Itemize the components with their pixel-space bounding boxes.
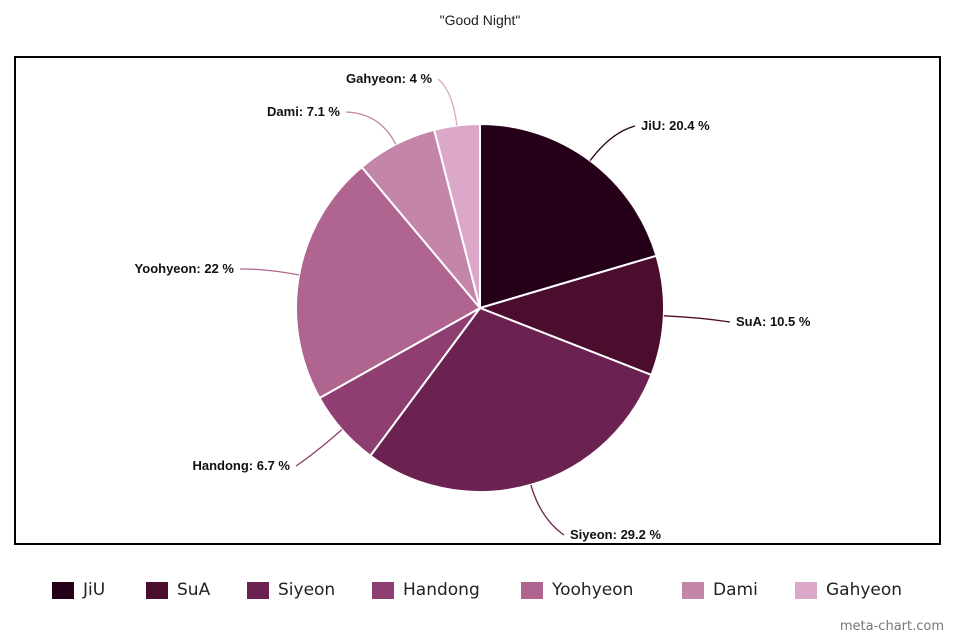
leader-line-dami (345, 111, 397, 145)
pie-slice-jiu (479, 122, 658, 310)
legend-swatch (521, 581, 543, 599)
legend-swatch (52, 581, 74, 599)
chart-title: "Good Night" (439, 12, 521, 28)
legend-label: Gahyeon (826, 580, 903, 600)
leader-line-yoohyeon (239, 268, 300, 276)
leader-line-jiu (589, 125, 636, 161)
legend-swatch (372, 581, 394, 599)
slice-label-yoohyeon: Yoohyeon: 22 % (135, 261, 235, 276)
legend-label: Siyeon (278, 580, 336, 600)
slice-label-dami: Dami: 7.1 % (267, 104, 340, 119)
legend-item-jiu: JiU (52, 578, 105, 602)
credit-text: meta-chart.com (839, 619, 944, 634)
legend-item-sua: SuA (146, 578, 210, 602)
slice-label-handong: Handong: 6.7 % (192, 458, 290, 473)
legend-swatch (795, 581, 817, 599)
legend-swatch (247, 581, 269, 599)
pie-slice-yoohyeon (295, 165, 482, 400)
legend-label: Dami (713, 580, 758, 600)
legend-item-siyeon: Siyeon (247, 578, 335, 602)
plot-frame (14, 56, 941, 545)
leader-line-sua (663, 315, 731, 323)
legend-label: JiU (83, 580, 106, 600)
slice-label-siyeon: Siyeon: 29.2 % (570, 527, 661, 542)
legend-item-dami: Dami (682, 578, 758, 602)
leader-line-gahyeon (437, 78, 458, 126)
pie-slice-gahyeon (432, 122, 481, 309)
legend-swatch (146, 581, 168, 599)
legend-label: SuA (177, 580, 211, 600)
legend: JiU SuA Siyeon Handong Yoohyeon Dami Gahyeon (0, 578, 960, 602)
legend-label: Yoohyeon (552, 580, 634, 600)
legend-item-gahyeon: Gahyeon (795, 578, 902, 602)
slice-label-jiu: JiU: 20.4 % (641, 118, 710, 133)
legend-item-yoohyeon: Yoohyeon (521, 578, 633, 602)
leader-line-handong (295, 429, 343, 467)
legend-label: Handong (403, 580, 480, 600)
legend-swatch (682, 581, 704, 599)
leader-line-siyeon (530, 484, 565, 536)
slice-label-sua: SuA: 10.5 % (736, 314, 811, 329)
slice-label-gahyeon: Gahyeon: 4 % (346, 71, 432, 86)
pie-slice-sua (476, 254, 665, 377)
legend-item-handong: Handong (372, 578, 480, 602)
